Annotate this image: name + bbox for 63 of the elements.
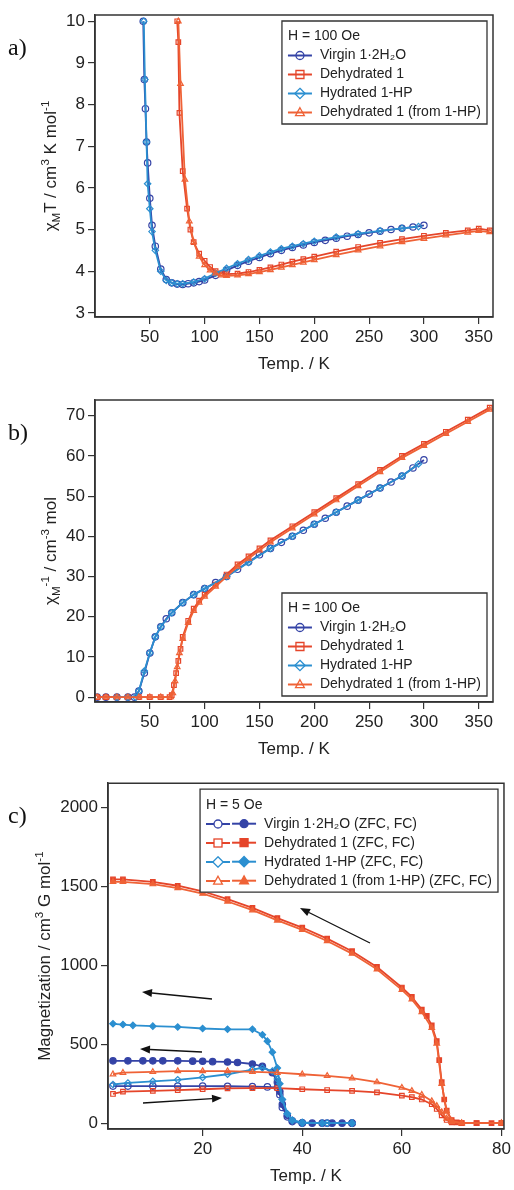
y-tick-label: 60 [66, 445, 85, 465]
legend-label: Hydrated 1-HP [319, 84, 413, 101]
legend-title: H = 100 Oe [287, 27, 361, 44]
y-tick-label: 3 [75, 302, 85, 322]
y-tick-label: 500 [69, 1033, 98, 1053]
legend-title: H = 5 Oe [206, 795, 263, 812]
x-tick-label: 150 [245, 711, 274, 731]
legend-label: Virgin 1·2H₂O [319, 618, 407, 635]
y-tick-label: 1000 [60, 955, 98, 975]
x-tick-label: 300 [409, 711, 439, 731]
y-tick-label: 0 [88, 1112, 98, 1132]
legend-label: Hydrated 1-HP [319, 656, 413, 673]
y-tick-label: 8 [75, 94, 85, 114]
x-tick-label: 50 [140, 711, 160, 731]
legend-label: Dehydrated 1 (from 1-HP) [319, 103, 482, 120]
x-tick-label: 350 [464, 711, 493, 731]
x-tick-label: 60 [392, 1138, 412, 1158]
y-axis-title: χMT / cm3 K mol-1 [38, 100, 63, 232]
y-tick-label: 1500 [60, 876, 98, 896]
y-tick-label: 20 [66, 606, 85, 626]
legend-label: Virgin 1·2H₂O (ZFC, FC) [264, 814, 418, 831]
x-tick-label: 300 [409, 326, 439, 346]
x-tick-label: 250 [354, 711, 384, 731]
x-tick-label: 80 [492, 1138, 511, 1158]
x-tick-label: 200 [300, 711, 329, 731]
x-axis-title: Temp. / K [258, 739, 331, 758]
y-tick-label: 0 [75, 686, 85, 706]
legend-label: Dehydrated 1 [319, 637, 405, 654]
x-tick-label: 150 [245, 326, 274, 346]
y-tick-label: 50 [66, 485, 85, 505]
y-tick-label: 6 [75, 177, 85, 197]
legend-title: H = 100 Oe [287, 599, 361, 616]
y-tick-label: 2000 [60, 797, 98, 817]
x-tick-label: 200 [300, 326, 329, 346]
legend-label: Virgin 1·2H₂O [319, 46, 407, 63]
x-tick-label: 20 [193, 1138, 213, 1158]
x-tick-label: 100 [190, 711, 219, 731]
legend-label: Dehydrated 1 [319, 65, 405, 82]
text: a) [8, 34, 27, 60]
y-tick-label: 4 [75, 260, 85, 280]
text: b) [8, 419, 28, 445]
y-tick-label: 40 [66, 526, 85, 546]
x-tick-label: 50 [140, 326, 160, 346]
x-tick-label: 100 [190, 326, 219, 346]
legend-label: Hydrated 1-HP (ZFC, FC) [264, 852, 424, 869]
y-tick-label: 10 [66, 646, 85, 666]
x-tick-label: 250 [354, 326, 384, 346]
x-axis-title: Temp. / K [270, 1166, 343, 1185]
y-tick-label: 5 [75, 219, 85, 239]
y-axis-title: Magnetization / cm3 G mol-1 [33, 851, 55, 1061]
y-axis-title: χM-1 / cm-3 mol [38, 496, 63, 606]
y-tick-label: 9 [75, 52, 85, 72]
legend-label: Dehydrated 1 (from 1-HP) (ZFC, FC) [264, 871, 492, 888]
y-tick-label: 7 [75, 135, 85, 155]
y-tick-label: 10 [66, 10, 85, 30]
y-tick-label: 70 [66, 405, 85, 425]
legend-label: Dehydrated 1 (ZFC, FC) [264, 833, 415, 850]
y-tick-label: 30 [66, 566, 85, 586]
x-tick-label: 350 [464, 326, 493, 346]
text: c) [8, 802, 27, 829]
x-tick-label: 40 [292, 1138, 312, 1158]
x-axis-title: Temp. / K [258, 354, 331, 373]
legend-label: Dehydrated 1 (from 1-HP) [319, 675, 482, 692]
